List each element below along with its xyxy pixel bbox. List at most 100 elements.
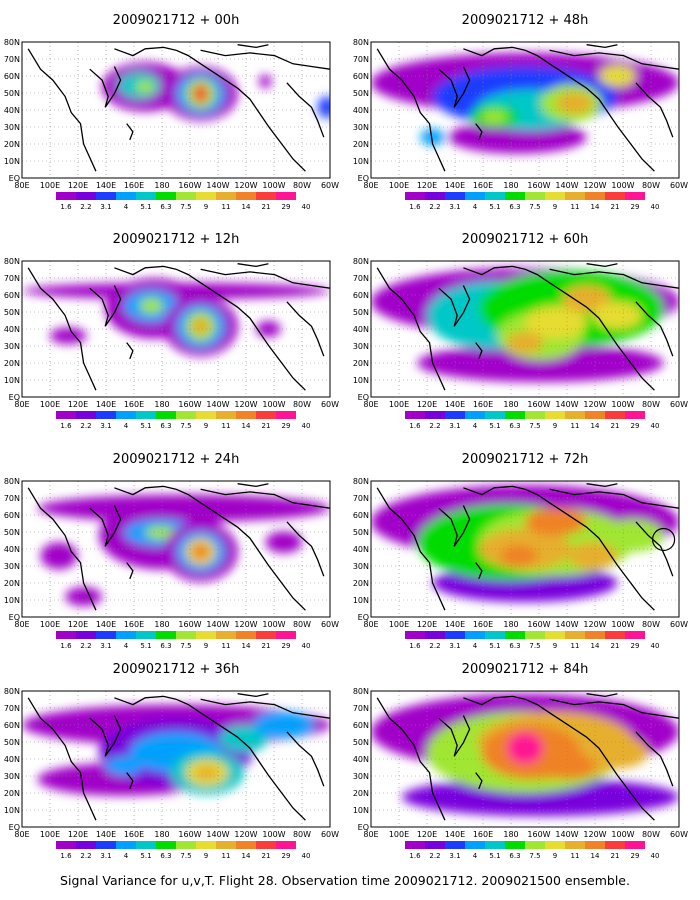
colorbar-tick-label: 7.5 bbox=[180, 422, 191, 430]
colorbar: 1.6 2.2 3.1 4 5.1 6.3 7.5 9 11 14 21 29 40 bbox=[56, 411, 310, 430]
latitude-label: EQ bbox=[9, 823, 20, 832]
colorbar-swatch bbox=[485, 841, 505, 849]
colorbar-tick-label: 21 bbox=[262, 203, 271, 211]
highlight-circle bbox=[651, 527, 676, 552]
colorbar-tick-label: 2.2 bbox=[429, 642, 440, 650]
longitude-label: 160E bbox=[124, 400, 144, 409]
panel-title: 2009021712 + 60h bbox=[462, 232, 589, 247]
map-panel: 2009021712 + 84h 80N 70N 60N 50N 40N 30N 20N 10N… bbox=[353, 662, 688, 860]
panel-title: 2009021712 + 00h bbox=[113, 13, 240, 28]
latitude-label: 20N bbox=[4, 140, 20, 149]
colorbar-swatch bbox=[425, 631, 445, 639]
coastline bbox=[376, 48, 446, 172]
colorbar-tick-label: 5.1 bbox=[140, 642, 151, 650]
latitude-label: 30N bbox=[353, 123, 369, 132]
latitude-label: 10N bbox=[4, 157, 20, 166]
colorbar-tick-label: 1.6 bbox=[60, 422, 72, 430]
colorbar-swatch bbox=[256, 192, 276, 200]
coastline bbox=[463, 485, 526, 496]
longitude-label: 100E bbox=[40, 620, 60, 629]
colorbar-swatch bbox=[256, 631, 276, 639]
longitude-label: 80W bbox=[642, 620, 660, 629]
longitude-label: 160W bbox=[527, 400, 550, 409]
latitude-label: 40N bbox=[4, 106, 20, 115]
longitude-label: 100W bbox=[262, 400, 285, 409]
variance-contour bbox=[602, 519, 664, 552]
coastline bbox=[27, 267, 97, 391]
colorbar-tick-label: 4 bbox=[124, 422, 129, 430]
colorbar-tick-label: 29 bbox=[631, 422, 640, 430]
longitude-label: 140W bbox=[206, 400, 229, 409]
latitude-label: 40N bbox=[353, 106, 369, 115]
longitude-label: 140E bbox=[445, 620, 465, 629]
coastlines bbox=[376, 263, 679, 391]
variance-contour bbox=[481, 110, 507, 124]
colorbar-swatch bbox=[605, 841, 625, 849]
coastline bbox=[286, 82, 325, 138]
map-panel: 2009021712 + 00h 80N 70N 60N 50N 40N 30N 20N 10N… bbox=[4, 13, 339, 211]
latitude-label: 20N bbox=[353, 140, 369, 149]
colorbar-swatch bbox=[465, 631, 485, 639]
colorbar-swatch bbox=[485, 192, 505, 200]
longitude-label: 140E bbox=[96, 620, 116, 629]
colorbar-swatch bbox=[565, 631, 585, 639]
colorbar-swatch bbox=[156, 631, 176, 639]
colorbar-tick-label: 5.1 bbox=[140, 422, 151, 430]
variance-field bbox=[371, 52, 679, 154]
variance-contour bbox=[448, 120, 587, 154]
colorbar-swatch bbox=[485, 411, 505, 419]
coastline bbox=[175, 698, 306, 821]
colorbar-swatch bbox=[445, 631, 465, 639]
coastline bbox=[475, 772, 483, 790]
colorbar-tick-label: 29 bbox=[631, 642, 640, 650]
coastline bbox=[549, 488, 679, 509]
coastline bbox=[438, 505, 471, 547]
colorbar-swatch bbox=[236, 841, 256, 849]
longitude-label: 120W bbox=[583, 620, 606, 629]
latitude-label: EQ bbox=[358, 174, 369, 183]
map-frame bbox=[21, 690, 331, 828]
colorbar-swatch bbox=[545, 631, 565, 639]
colorbar-swatch bbox=[445, 192, 465, 200]
colorbar-tick-label: 14 bbox=[591, 852, 600, 860]
coastline bbox=[237, 693, 269, 698]
colorbar-tick-label: 4 bbox=[473, 852, 478, 860]
coastline bbox=[89, 66, 122, 108]
colorbar-tick-label: 6.3 bbox=[160, 422, 171, 430]
map-grid bbox=[22, 261, 330, 397]
colorbar-tick-label: 11 bbox=[222, 203, 231, 211]
coastline bbox=[549, 698, 679, 719]
colorbar-tick-label: 6.3 bbox=[509, 852, 520, 860]
colorbar-tick-label: 40 bbox=[302, 852, 311, 860]
colorbar-tick-label: 2.2 bbox=[80, 203, 91, 211]
longitude-label: 60W bbox=[321, 181, 339, 190]
colorbar-tick-label: 3.1 bbox=[100, 422, 111, 430]
latitude-label: 20N bbox=[353, 579, 369, 588]
variance-contour bbox=[555, 92, 593, 115]
map-grid bbox=[22, 42, 330, 178]
longitude-label: 80W bbox=[293, 181, 311, 190]
longitude-label: 120E bbox=[68, 400, 88, 409]
variance-contour bbox=[105, 756, 143, 776]
colorbar-tick-label: 3.1 bbox=[449, 852, 460, 860]
colorbar-tick-label: 29 bbox=[282, 203, 291, 211]
latitude-label: 80N bbox=[353, 687, 369, 696]
colorbar-swatch bbox=[196, 631, 216, 639]
latitude-label: EQ bbox=[358, 613, 369, 622]
coastline bbox=[27, 48, 97, 172]
coastline bbox=[475, 562, 483, 580]
map-frame bbox=[370, 41, 680, 179]
panel-title: 2009021712 + 72h bbox=[462, 452, 589, 467]
map-grid bbox=[371, 481, 679, 617]
latitude-label: 30N bbox=[4, 562, 20, 571]
panel-title: 2009021712 + 36h bbox=[113, 662, 240, 677]
variance-contour bbox=[252, 711, 315, 739]
coastline bbox=[635, 521, 674, 577]
coastlines bbox=[27, 44, 330, 172]
latitude-label: 80N bbox=[4, 477, 20, 486]
colorbar-tick-label: 2.2 bbox=[429, 422, 440, 430]
variance-contour bbox=[265, 531, 303, 554]
map-grid bbox=[22, 481, 330, 617]
longitude-label: 160W bbox=[527, 181, 550, 190]
longitude-label: 80E bbox=[363, 620, 378, 629]
